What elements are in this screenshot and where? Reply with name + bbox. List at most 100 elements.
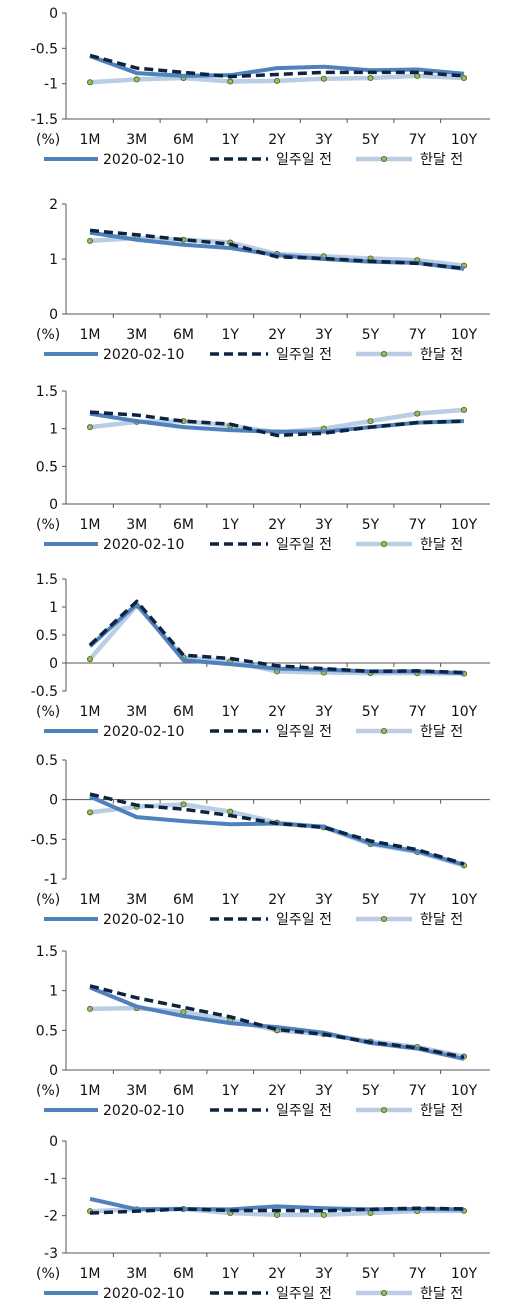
x-unit-label: (%) — [36, 517, 60, 533]
series-point — [414, 410, 421, 417]
x-tick-label: 2Y — [268, 1266, 286, 1282]
x-tick-label: 6M — [173, 1083, 194, 1099]
x-tick-label: 1M — [80, 704, 101, 720]
y-tick-label: -0.5 — [31, 41, 58, 57]
y-tick-label: 0.5 — [36, 1023, 58, 1039]
legend-label-current: 2020-02-10 — [103, 347, 184, 363]
x-unit-label: (%) — [36, 892, 60, 908]
x-tick-label: 1M — [80, 517, 101, 533]
series-point — [227, 78, 234, 85]
legend-label-month: 한달 전 — [420, 1103, 463, 1119]
x-tick-label: 2Y — [268, 1083, 286, 1099]
x-tick-label: 10Y — [451, 1083, 478, 1099]
series-line-2 — [89, 984, 465, 1060]
legend-label-month: 한달 전 — [420, 537, 463, 553]
x-tick-label: 3M — [126, 1266, 147, 1282]
x-tick-label: 1Y — [222, 327, 240, 343]
x-tick-label: 7Y — [409, 327, 427, 343]
series-point — [87, 656, 94, 663]
x-tick-label: 3Y — [315, 517, 333, 533]
y-tick-label: -1 — [44, 77, 58, 93]
x-tick-label: 3Y — [315, 1266, 333, 1282]
legend-label-month: 한달 전 — [420, 1286, 463, 1302]
y-tick-label: 0 — [49, 6, 58, 22]
legend-marker-month — [380, 1290, 387, 1297]
x-tick-label: 1Y — [222, 892, 240, 908]
legend-marker-month — [380, 541, 387, 548]
series-point — [273, 1211, 280, 1218]
x-tick-label: 3M — [126, 132, 147, 148]
y-tick-label: -1 — [44, 1171, 58, 1187]
x-tick-label: 3Y — [315, 892, 333, 908]
legend-label-month: 한달 전 — [420, 724, 463, 740]
y-tick-label: 1 — [49, 600, 58, 616]
y-tick-label: 0 — [49, 793, 58, 809]
legend: 2020-02-10 일주일 전 한달 전 — [44, 537, 463, 553]
chart-panel-1: 0 -0.5 -1 -1.5 (%) 1M 3M 6M 1Y 2Y 3Y 5Y 7Y 10Y 2020-02… — [31, 6, 490, 168]
series-point — [460, 406, 467, 413]
series-line-2 — [88, 599, 465, 675]
x-unit-label: (%) — [36, 1083, 60, 1099]
series-point — [87, 809, 94, 816]
legend-label-current: 2020-02-10 — [103, 1103, 184, 1119]
y-tick-label: 0 — [49, 656, 58, 672]
x-tick-label: 1Y — [222, 517, 240, 533]
y-tick-label: 0.5 — [36, 628, 58, 644]
series-line-2 — [89, 228, 465, 271]
x-tick-label: 3M — [126, 1083, 147, 1099]
y-tick-label: 2 — [49, 197, 58, 213]
x-tick-label: 6M — [173, 1266, 194, 1282]
legend-label-current: 2020-02-10 — [103, 537, 184, 553]
series-point — [320, 75, 327, 82]
x-tick-label: 3M — [126, 517, 147, 533]
x-tick-label: 2Y — [268, 517, 286, 533]
chart-panel-4: 1.5 1 0.5 0 -0.5 (%) 1M 3M 6M 1Y 2Y 3Y 5Y 7Y 10Y 2020-0… — [31, 572, 490, 740]
y-tick-label: 0 — [49, 1063, 58, 1079]
legend-label-current: 2020-02-10 — [103, 912, 184, 928]
legend: 2020-02-10 일주일 전 한달 전 — [44, 152, 463, 168]
series-point — [367, 75, 374, 82]
x-tick-label: 1M — [80, 1083, 101, 1099]
x-tick-label: 2Y — [268, 892, 286, 908]
series-point — [227, 808, 234, 815]
x-tick-label: 2Y — [268, 132, 286, 148]
x-tick-label: 6M — [173, 892, 194, 908]
x-tick-label: 5Y — [362, 1266, 380, 1282]
legend-marker-month — [380, 155, 387, 162]
x-tick-label: 7Y — [409, 517, 427, 533]
legend-marker-month — [380, 916, 387, 923]
x-tick-label: 3Y — [315, 327, 333, 343]
series-point — [87, 424, 94, 431]
x-tick-label: 5Y — [362, 704, 380, 720]
x-tick-label: 10Y — [451, 517, 478, 533]
x-tick-label: 3M — [126, 892, 147, 908]
y-tick-label: 0.5 — [36, 753, 58, 769]
series-point — [273, 77, 280, 84]
series-line-2 — [89, 1206, 465, 1215]
chart-panel-2: 2 1 0 (%) 1M 3M 6M 1Y 2Y 3Y 5Y 7Y 10Y 2020-02-10 일주일 전… — [36, 197, 490, 363]
legend-label-week: 일주일 전 — [276, 152, 332, 168]
x-tick-label: 7Y — [409, 704, 427, 720]
y-tick-label: -3 — [44, 1246, 58, 1262]
legend-label-week: 일주일 전 — [276, 1286, 332, 1302]
x-tick-label: 6M — [173, 132, 194, 148]
series-point — [87, 79, 94, 86]
x-tick-label: 2Y — [268, 704, 286, 720]
y-tick-label: 1.5 — [36, 572, 58, 588]
x-tick-label: 10Y — [451, 327, 478, 343]
series-line-2 — [89, 792, 465, 866]
series-line-1 — [89, 985, 465, 1061]
y-tick-label: 1 — [49, 984, 58, 1000]
y-tick-label: 0 — [49, 1134, 58, 1150]
series-point — [87, 237, 94, 244]
x-tick-label: 7Y — [409, 892, 427, 908]
y-tick-label: -1.5 — [31, 112, 58, 128]
legend-marker-month — [380, 1107, 387, 1114]
legend-label-current: 2020-02-10 — [103, 724, 184, 740]
x-tick-label: 6M — [173, 517, 194, 533]
series-line-3 — [89, 802, 465, 868]
series-line-2 — [89, 53, 465, 79]
y-tick-label: -0.5 — [31, 832, 58, 848]
y-tick-label: -2 — [44, 1209, 58, 1225]
